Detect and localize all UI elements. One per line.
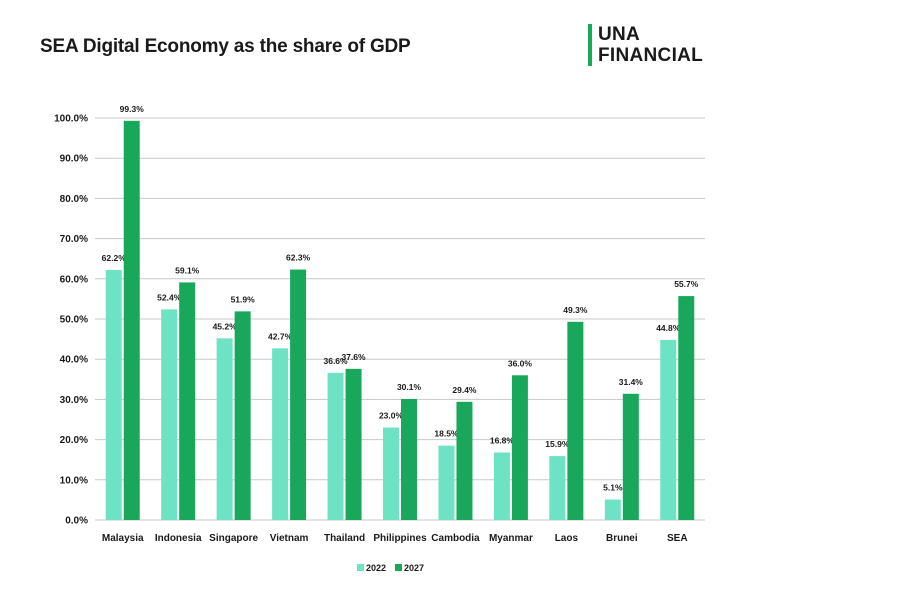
bar-2027 (234, 311, 251, 520)
category-label: Thailand (324, 533, 365, 544)
y-tick-label: 50.0% (60, 315, 88, 326)
data-label: 59.1% (175, 265, 200, 275)
bar-2027 (678, 296, 695, 520)
y-tick-label: 10.0% (60, 475, 88, 486)
data-label: 30.1% (397, 382, 422, 392)
bar-2022 (660, 339, 677, 520)
bar-2027 (123, 120, 140, 521)
data-label: 23.0% (379, 411, 404, 421)
data-label: 42.7% (268, 331, 293, 341)
y-tick-label: 90.0% (60, 154, 88, 165)
data-label: 99.3% (120, 104, 145, 114)
data-label: 36.6% (323, 356, 348, 366)
category-label: Cambodia (431, 533, 480, 544)
data-label: 62.2% (102, 253, 127, 263)
category-label: Philippines (373, 533, 427, 544)
bar-2022 (272, 348, 289, 520)
y-tick-label: 80.0% (60, 194, 88, 205)
category-label: Vietnam (270, 533, 309, 544)
y-tick-label: 20.0% (60, 435, 88, 446)
category-label: SEA (667, 533, 688, 544)
data-label: 62.3% (286, 253, 311, 263)
data-label: 45.2% (213, 321, 238, 331)
data-label: 31.4% (619, 377, 644, 387)
logo-line-1: UNA (598, 24, 641, 45)
category-label: Malaysia (102, 533, 144, 544)
data-label: 36.0% (508, 358, 533, 368)
legend-swatch-2027 (395, 564, 402, 571)
category-label: Brunei (606, 533, 638, 544)
bar-2022 (327, 372, 344, 520)
legend-label: 2027 (404, 563, 424, 573)
data-label: 18.5% (434, 429, 459, 439)
data-label: 5.1% (603, 482, 623, 492)
y-tick-label: 100.0% (54, 114, 88, 125)
category-label: Laos (555, 533, 579, 544)
data-label: 37.6% (341, 352, 366, 362)
logo-accent-bar (588, 24, 592, 66)
bar-2027 (345, 368, 362, 520)
y-tick-label: 0.0% (65, 516, 88, 527)
bar-2022 (438, 445, 455, 520)
logo-line-2: FINANCIAL (598, 45, 704, 66)
data-label: 51.9% (231, 294, 256, 304)
legend-label: 2022 (366, 563, 386, 573)
data-label: 15.9% (545, 439, 570, 449)
data-label: 52.4% (157, 292, 182, 302)
category-label: Singapore (209, 533, 258, 544)
bar-2027 (290, 269, 307, 520)
legend-swatch-2022 (357, 564, 364, 571)
bar-2027 (567, 321, 584, 520)
bar-2022 (493, 452, 510, 520)
bar-2022 (161, 309, 178, 520)
bar-2027 (179, 282, 196, 520)
bar-2027 (401, 398, 417, 520)
y-tick-label: 40.0% (60, 355, 88, 366)
una-financial-logo: UNA FINANCIAL (588, 24, 703, 66)
bar-2022 (383, 427, 399, 520)
category-label: Indonesia (155, 533, 202, 544)
bar-2027 (511, 375, 528, 520)
data-label: 44.8% (656, 323, 681, 333)
y-tick-label: 70.0% (60, 234, 88, 245)
bar-2022 (604, 499, 621, 520)
y-tick-label: 60.0% (60, 274, 88, 285)
bar-2027 (456, 401, 473, 520)
bar-2022 (216, 338, 233, 520)
bar-2022 (105, 269, 122, 520)
data-label: 49.3% (563, 305, 588, 315)
y-tick-label: 30.0% (60, 395, 88, 406)
bar-2027 (622, 393, 639, 520)
category-label: Myanmar (489, 533, 533, 544)
chart-title: SEA Digital Economy as the share of GDP (40, 36, 411, 57)
data-label: 29.4% (452, 385, 477, 395)
bar-2022 (549, 456, 566, 520)
data-label: 55.7% (674, 279, 699, 289)
data-label: 16.8% (490, 435, 515, 445)
